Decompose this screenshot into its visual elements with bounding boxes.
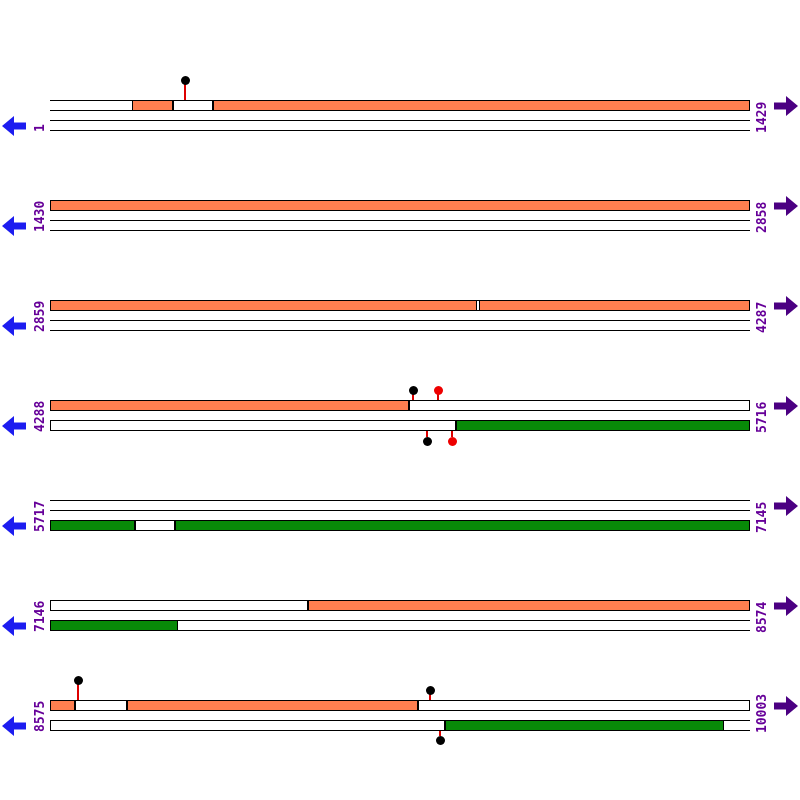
sequence-line [50, 510, 750, 511]
reverse-feature[interactable] [456, 420, 750, 431]
feature-gap[interactable] [50, 600, 308, 611]
sequence-line [50, 120, 750, 121]
forward-feature[interactable] [308, 600, 750, 611]
marker-dot[interactable] [423, 437, 432, 446]
marker-stem [184, 84, 186, 100]
marker-stem [412, 394, 414, 400]
row-start-label: 1 [33, 124, 48, 132]
sequence-line [50, 330, 750, 331]
sequence-line [50, 130, 750, 131]
forward-strand-arrow-icon[interactable] [774, 96, 798, 116]
row-end-label: 7145 [755, 501, 770, 533]
row-end-label: 1429 [755, 101, 770, 133]
sequence-line [50, 620, 750, 621]
row-end-label: 8574 [755, 601, 770, 633]
marker-dot[interactable] [181, 76, 190, 85]
sequence-line [50, 230, 750, 231]
forward-feature[interactable] [479, 300, 750, 311]
reverse-feature[interactable] [50, 520, 135, 531]
reverse-strand-arrow-icon[interactable] [2, 616, 26, 636]
forward-feature[interactable] [213, 100, 750, 111]
marker-dot[interactable] [436, 736, 445, 745]
row-end-label: 4287 [755, 301, 770, 333]
forward-strand-arrow-icon[interactable] [774, 296, 798, 316]
marker-stem [439, 731, 441, 736]
marker-stem [77, 684, 79, 700]
marker-dot[interactable] [434, 386, 443, 395]
feature-gap[interactable] [50, 420, 456, 431]
forward-strand-arrow-icon[interactable] [774, 696, 798, 716]
forward-strand-arrow-icon[interactable] [774, 596, 798, 616]
forward-feature[interactable] [50, 200, 750, 211]
row-start-label: 8575 [33, 700, 48, 732]
reverse-strand-arrow-icon[interactable] [2, 416, 26, 436]
row-end-label: 2858 [755, 201, 770, 233]
marker-stem [437, 394, 439, 400]
reverse-strand-arrow-icon[interactable] [2, 116, 26, 136]
row-start-label: 5717 [33, 500, 48, 532]
feature-gap[interactable] [75, 700, 127, 711]
marker-stem [426, 431, 428, 437]
forward-feature[interactable] [50, 700, 75, 711]
feature-gap[interactable] [418, 700, 750, 711]
sequence-line [50, 320, 750, 321]
feature-gap[interactable] [50, 720, 445, 731]
reverse-strand-arrow-icon[interactable] [2, 716, 26, 736]
row-start-label: 7146 [33, 600, 48, 632]
reverse-strand-arrow-icon[interactable] [2, 516, 26, 536]
row-start-label: 1430 [33, 200, 48, 232]
reverse-feature[interactable] [445, 720, 724, 731]
sequence-line [50, 220, 750, 221]
sequence-line [50, 500, 750, 501]
sequence-line [50, 630, 750, 631]
forward-strand-arrow-icon[interactable] [774, 396, 798, 416]
marker-dot[interactable] [448, 437, 457, 446]
row-end-label: 5716 [755, 401, 770, 433]
feature-gap[interactable] [409, 400, 750, 411]
feature-gap[interactable] [173, 100, 213, 111]
forward-feature[interactable] [132, 100, 173, 111]
forward-feature[interactable] [50, 400, 409, 411]
row-start-label: 4288 [33, 400, 48, 432]
forward-strand-arrow-icon[interactable] [774, 196, 798, 216]
row-end-label: 10003 [755, 693, 770, 733]
reverse-strand-arrow-icon[interactable] [2, 316, 26, 336]
marker-stem [429, 694, 431, 700]
forward-feature[interactable] [127, 700, 418, 711]
row-start-label: 2859 [33, 300, 48, 332]
marker-dot[interactable] [426, 686, 435, 695]
forward-strand-arrow-icon[interactable] [774, 496, 798, 516]
reverse-feature[interactable] [50, 620, 178, 631]
forward-feature[interactable] [50, 300, 477, 311]
marker-stem [451, 431, 453, 437]
reverse-feature[interactable] [175, 520, 750, 531]
marker-dot[interactable] [74, 676, 83, 685]
feature-gap[interactable] [135, 520, 175, 531]
marker-dot[interactable] [409, 386, 418, 395]
reverse-strand-arrow-icon[interactable] [2, 216, 26, 236]
